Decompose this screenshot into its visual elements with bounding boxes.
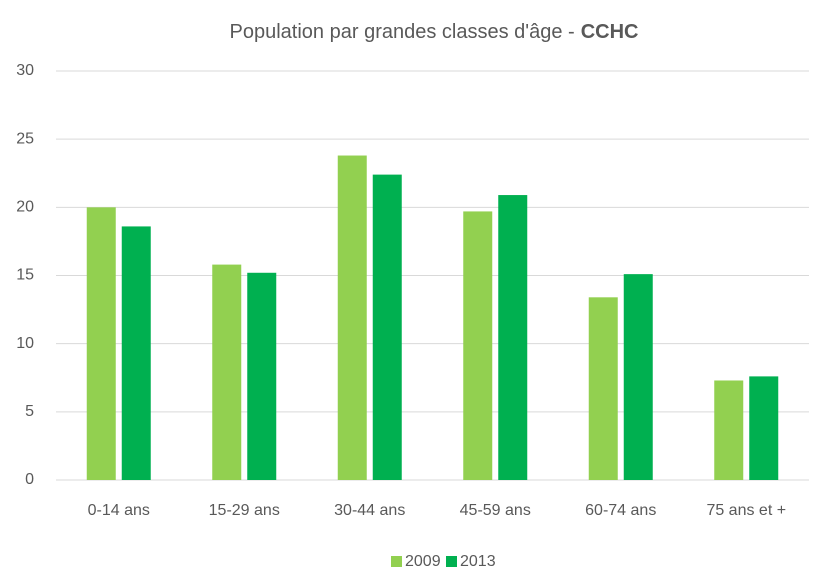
- y-tick-label: 0: [25, 471, 34, 488]
- bar: [212, 264, 242, 480]
- bar: [337, 155, 367, 480]
- y-tick-label: 15: [16, 267, 34, 284]
- legend-label: 2013: [460, 553, 496, 570]
- title-main: Population par grandes classes d'âge -: [230, 21, 575, 43]
- bar: [372, 174, 402, 480]
- bar: [247, 272, 277, 480]
- y-tick-label: 10: [16, 335, 34, 352]
- x-tick-label: 30-44 ans: [334, 502, 405, 519]
- title-bold: CCHC: [581, 21, 639, 43]
- bar: [714, 380, 744, 480]
- bar: [749, 376, 779, 480]
- y-tick-label: 25: [16, 130, 34, 147]
- y-tick-label: 30: [16, 62, 34, 79]
- y-tick-label: 20: [16, 199, 34, 216]
- bar: [121, 226, 151, 480]
- x-tick-label: 15-29 ans: [209, 502, 280, 519]
- bar: [588, 297, 618, 480]
- legend-swatch: [446, 556, 457, 567]
- x-tick-label: 0-14 ans: [88, 502, 150, 519]
- y-tick-label: 5: [25, 403, 34, 420]
- bar: [463, 211, 493, 480]
- bar: [623, 274, 653, 480]
- bar: [498, 195, 528, 480]
- legend-swatch: [391, 556, 402, 567]
- legend-label: 2009: [405, 553, 441, 570]
- chart-title: Population par grandes classes d'âge - CC…: [230, 21, 639, 43]
- x-tick-label: 45-59 ans: [460, 502, 531, 519]
- x-tick-label: 60-74 ans: [585, 502, 656, 519]
- bar: [86, 207, 116, 481]
- x-tick-label: 75 ans et +: [706, 502, 786, 519]
